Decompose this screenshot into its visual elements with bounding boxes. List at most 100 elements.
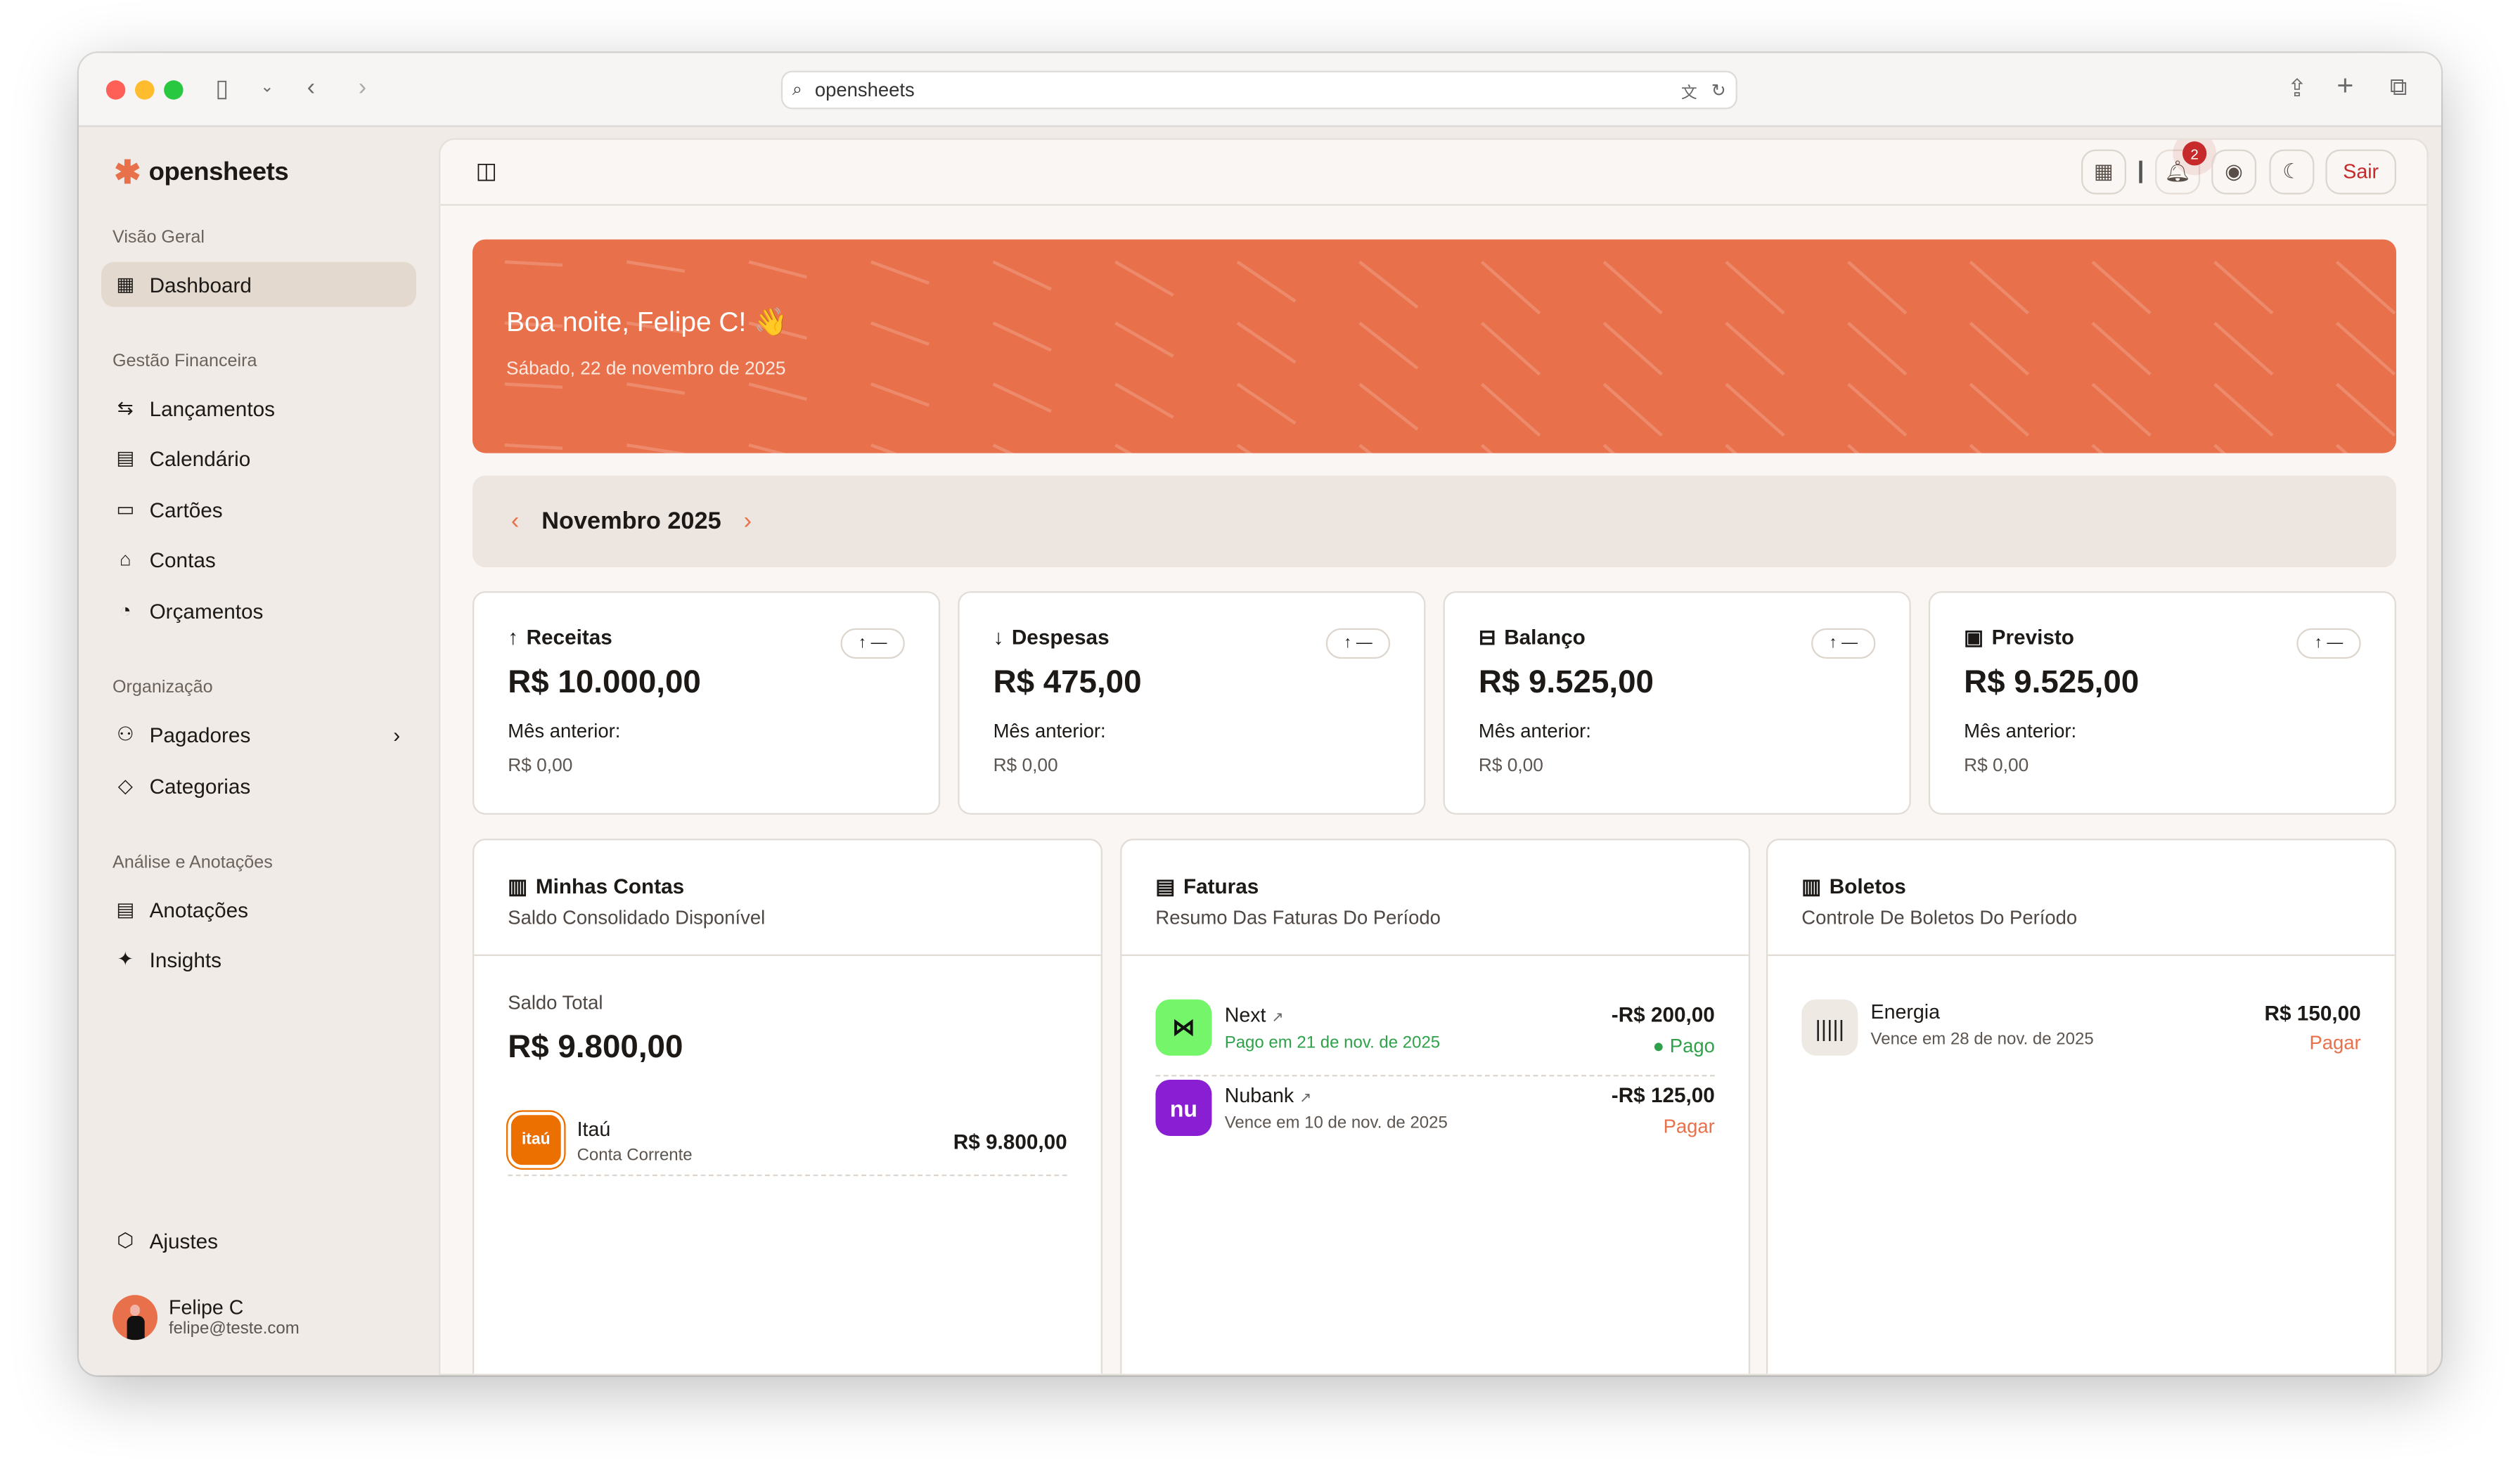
moon-icon: ☾	[2282, 159, 2301, 183]
trend-badge: ↑ —	[1325, 628, 1391, 659]
back-icon[interactable]: ‹	[307, 74, 315, 101]
sidebar: ✱ opensheets Visão Geral ▦ Dashboard Gest…	[79, 127, 439, 1376]
banner-stroke	[1602, 260, 1663, 315]
banner-stroke	[2213, 260, 2274, 315]
sidebar-item-calendario[interactable]: ▤ Calendário	[101, 435, 416, 480]
banner-stroke	[1114, 321, 1174, 358]
stat-prev-value: R$ 0,00	[1964, 756, 2029, 776]
banner-stroke	[1358, 321, 1419, 370]
minimize-window-button[interactable]	[134, 80, 155, 100]
banner-stroke	[870, 443, 898, 453]
sidebar-item-contas[interactable]: ⌂ Contas	[101, 536, 416, 581]
maximize-window-button[interactable]	[164, 80, 184, 100]
settings-icon: ⬡	[117, 1229, 134, 1252]
invoice-status-text: Vence em 10 de nov. de 2025	[1224, 1113, 1448, 1133]
greeting: Boa noite, Felipe C! 👋	[506, 306, 788, 337]
card-subtitle: Controle De Boletos Do Período	[1801, 906, 2078, 929]
label: Orçamentos	[149, 598, 264, 623]
sidebar-item-anotacoes[interactable]: ▤ Anotações	[101, 887, 416, 932]
calculator-button[interactable]: ▦	[2081, 149, 2126, 195]
banner-stroke	[626, 443, 686, 453]
theme-toggle-button[interactable]: ☾	[2269, 149, 2315, 195]
account-row[interactable]: itaú Itaú Conta Corrente R$ 9.800,00	[508, 1111, 1067, 1177]
pay-invoice-button[interactable]: Pagar	[1663, 1115, 1715, 1138]
logout-button[interactable]: Sair	[2325, 149, 2396, 195]
sidebar-collapse-icon[interactable]: ◫	[475, 157, 497, 183]
sidebar-toggle-icon[interactable]: ▯	[215, 75, 229, 103]
banner-stroke	[2335, 260, 2396, 315]
pay-bill-button[interactable]: Pagar	[2309, 1031, 2361, 1054]
sidebar-item-ajustes[interactable]: ⬡ Ajustes	[101, 1218, 416, 1263]
card-title: Faturas	[1183, 874, 1259, 898]
dashboard-icon: ▦	[116, 273, 135, 296]
sidebar-item-pagadores[interactable]: ⚇ Pagadores ›	[101, 712, 416, 757]
new-tab-icon[interactable]: +	[2336, 69, 2354, 101]
banner-stroke	[1847, 321, 1908, 376]
sparkles-icon: ✦	[117, 948, 134, 971]
stat-title: Balanço	[1504, 625, 1586, 650]
banner-stroke	[1114, 444, 1133, 453]
external-link-icon[interactable]: ↗	[1271, 1009, 1284, 1026]
stat-value: R$ 9.525,00	[1964, 665, 2140, 701]
user-email: felipe@teste.com	[168, 1319, 300, 1338]
label: Dashboard	[149, 272, 252, 297]
bill-status-text: Vence em 28 de nov. de 2025	[1870, 1030, 2094, 1049]
translate-icon[interactable]: ⽂	[1680, 84, 1697, 103]
invoice-status: Pago	[1669, 1034, 1715, 1057]
sidebar-item-dashboard[interactable]: ▦ Dashboard	[101, 261, 416, 307]
banner-stroke	[1480, 321, 1541, 376]
forecast-icon: ▣	[1964, 625, 1984, 650]
banner-stroke	[1236, 260, 1297, 303]
bill-row[interactable]: ||||| Energia Vence em 28 de nov. de 202…	[1801, 999, 2361, 1077]
nubank-logo: nu	[1155, 1079, 1212, 1136]
banner-stroke	[1358, 444, 1372, 453]
chevron-down-icon[interactable]: ⌄	[260, 78, 274, 97]
banner-stroke	[748, 382, 808, 401]
notification-badge: 2	[2182, 141, 2207, 166]
invoice-name: Next	[1224, 1004, 1266, 1027]
label: Categorias	[149, 773, 251, 798]
app-logo[interactable]: ✱ opensheets	[114, 153, 288, 193]
sidebar-item-insights[interactable]: ✦ Insights	[101, 937, 416, 982]
forward-icon[interactable]: ›	[358, 74, 367, 101]
stat-value: R$ 10.000,00	[508, 665, 701, 701]
privacy-toggle-button[interactable]: ◉	[2211, 149, 2257, 195]
banner-stroke	[1725, 260, 1785, 315]
sidebar-item-categorias[interactable]: ◇ Categorias	[101, 763, 416, 808]
banner-stroke	[1725, 321, 1785, 376]
label: Pagadores	[149, 722, 251, 747]
bell-icon: 🔔︎	[2164, 159, 2191, 183]
notifications-button[interactable]: 🔔︎ 2	[2155, 141, 2207, 195]
stat-card-receitas: ↑ Receitas ↑ — R$ 10.000,00 Mês anterior:…	[472, 591, 941, 815]
share-icon[interactable]: ⇪	[2287, 75, 2308, 103]
label: Calendário	[149, 446, 251, 470]
sidebar-item-lancamentos[interactable]: ⇆ Lançamentos	[101, 386, 416, 431]
invoice-amount: -R$ 200,00	[1611, 1002, 1715, 1027]
banner-stroke	[504, 382, 563, 389]
next-month-button[interactable]: ›	[743, 508, 752, 536]
banner-stroke	[1725, 382, 1785, 437]
banner-stroke	[504, 321, 563, 328]
arrow-down-icon: ↓	[993, 625, 1004, 650]
stat-value: R$ 475,00	[993, 665, 1142, 701]
prev-month-button[interactable]: ‹	[510, 508, 520, 536]
banner-stroke	[1602, 444, 1616, 453]
stat-card-previsto: ▣ Previsto ↑ — R$ 9.525,00 Mês anterior: …	[1928, 591, 2396, 815]
invoice-row[interactable]: ⋈ Next ↗ Pago em 21 de nov. de 2025 -R$ …	[1155, 999, 1715, 1077]
close-window-button[interactable]	[105, 80, 126, 100]
sidebar-item-cartoes[interactable]: ▭ Cartões	[101, 487, 416, 532]
address-bar[interactable]: ⌕ opensheets ⽂ ↻	[780, 70, 1737, 110]
invoice-row[interactable]: nu Nubank ↗ Vence em 10 de nov. de 2025 …	[1155, 1079, 1715, 1157]
banner-stroke	[2335, 321, 2396, 376]
label: Lançamentos	[149, 396, 275, 420]
stat-title: Previsto	[1991, 625, 2074, 650]
app-name: opensheets	[148, 158, 289, 186]
external-link-icon[interactable]: ↗	[1299, 1089, 1312, 1106]
banner-stroke	[2335, 382, 2396, 437]
sidebar-item-orcamentos[interactable]: ◔ Orçamentos	[101, 588, 416, 633]
reload-icon[interactable]: ↻	[1711, 81, 1726, 101]
label: Anotações	[149, 897, 248, 922]
tabs-overview-icon[interactable]: ⧉	[2389, 74, 2408, 101]
account-type: Conta Corrente	[577, 1145, 693, 1165]
